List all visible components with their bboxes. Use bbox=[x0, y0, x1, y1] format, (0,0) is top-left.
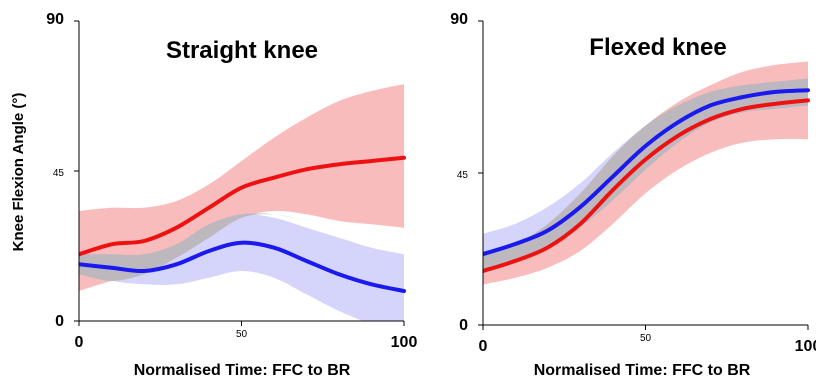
chart-title: Straight knee bbox=[166, 37, 318, 64]
y-axis-label: Knee Flexion Angle (°) bbox=[10, 93, 27, 252]
y-tick-label: 90 bbox=[46, 11, 64, 28]
x-tick-label: 50 bbox=[236, 329, 248, 340]
bands bbox=[79, 84, 404, 321]
x-tick-label: 100 bbox=[795, 338, 816, 355]
y-tick-label: 0 bbox=[55, 313, 64, 330]
x-tick-label: 0 bbox=[75, 334, 84, 351]
plot-area bbox=[483, 61, 810, 285]
y-tick-label: 45 bbox=[457, 170, 469, 181]
sd-band-overlap bbox=[483, 78, 808, 272]
series-line-2 bbox=[483, 88, 810, 257]
bands bbox=[483, 61, 808, 285]
chart-title: Flexed knee bbox=[589, 34, 726, 61]
x-tick-label: 0 bbox=[479, 338, 488, 355]
y-tick-label: 0 bbox=[459, 317, 468, 334]
x-axis-label: Normalised Time: FFC to BR bbox=[534, 362, 751, 379]
sd-band-overlap bbox=[79, 213, 404, 281]
chart-panel-2: 0 45 90 0 50 100 Flexed knee Normalised Time: F… bbox=[450, 11, 816, 379]
x-tick-label: 100 bbox=[391, 334, 418, 351]
plot-area bbox=[79, 84, 406, 321]
chart-panel-1: 0 45 90 0 50 100 Straight knee Normalised Time:… bbox=[46, 11, 417, 379]
series-line-1 bbox=[79, 155, 406, 257]
x-axis-label: Normalised Time: FFC to BR bbox=[134, 362, 351, 379]
y-tick-label: 45 bbox=[53, 168, 65, 179]
sd-band-2 bbox=[79, 214, 404, 321]
series-line-2 bbox=[79, 240, 406, 293]
series-line-1 bbox=[483, 98, 810, 273]
x-tick-label: 50 bbox=[640, 333, 652, 344]
y-tick-label: 90 bbox=[450, 11, 468, 28]
